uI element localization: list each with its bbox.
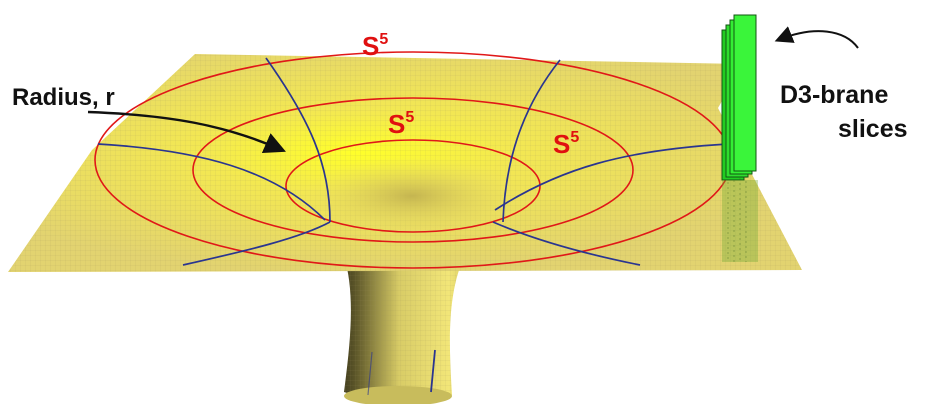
meridian [182, 221, 331, 266]
throat-opening-shade [302, 156, 522, 236]
inner-circle [285, 139, 541, 233]
radius-arrow [87, 110, 286, 153]
brane-arrow [774, 26, 859, 49]
brane-label-line1: D3-brane [780, 81, 888, 109]
meridian-lines [97, 57, 729, 266]
meridian [97, 143, 326, 221]
throat-meridian [367, 351, 373, 396]
radius-label: Radius, r [12, 84, 115, 111]
brane-label-line2: slices [838, 115, 908, 143]
meridian [494, 143, 729, 211]
throat-meridian [430, 349, 436, 393]
sphere-label-middle: S5 [388, 109, 414, 139]
throat-bottom [344, 386, 452, 404]
brane-slice [733, 14, 757, 172]
sphere-label-top: S5 [362, 31, 388, 61]
meridian [502, 59, 561, 223]
meridian [265, 57, 331, 223]
meridian [492, 221, 641, 266]
brane-slice-below-mesh [727, 176, 747, 262]
d3-brane-slices [721, 14, 758, 262]
sphere-label-right: S5 [553, 129, 579, 159]
middle-circle [192, 97, 634, 243]
